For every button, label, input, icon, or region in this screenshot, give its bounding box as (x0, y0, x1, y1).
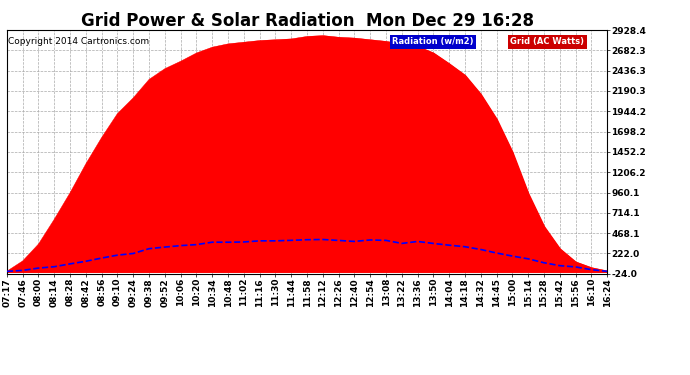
Title: Grid Power & Solar Radiation  Mon Dec 29 16:28: Grid Power & Solar Radiation Mon Dec 29 … (81, 12, 533, 30)
Text: Copyright 2014 Cartronics.com: Copyright 2014 Cartronics.com (8, 38, 148, 46)
Text: Grid (AC Watts): Grid (AC Watts) (510, 38, 584, 46)
Text: Radiation (w/m2): Radiation (w/m2) (393, 38, 474, 46)
